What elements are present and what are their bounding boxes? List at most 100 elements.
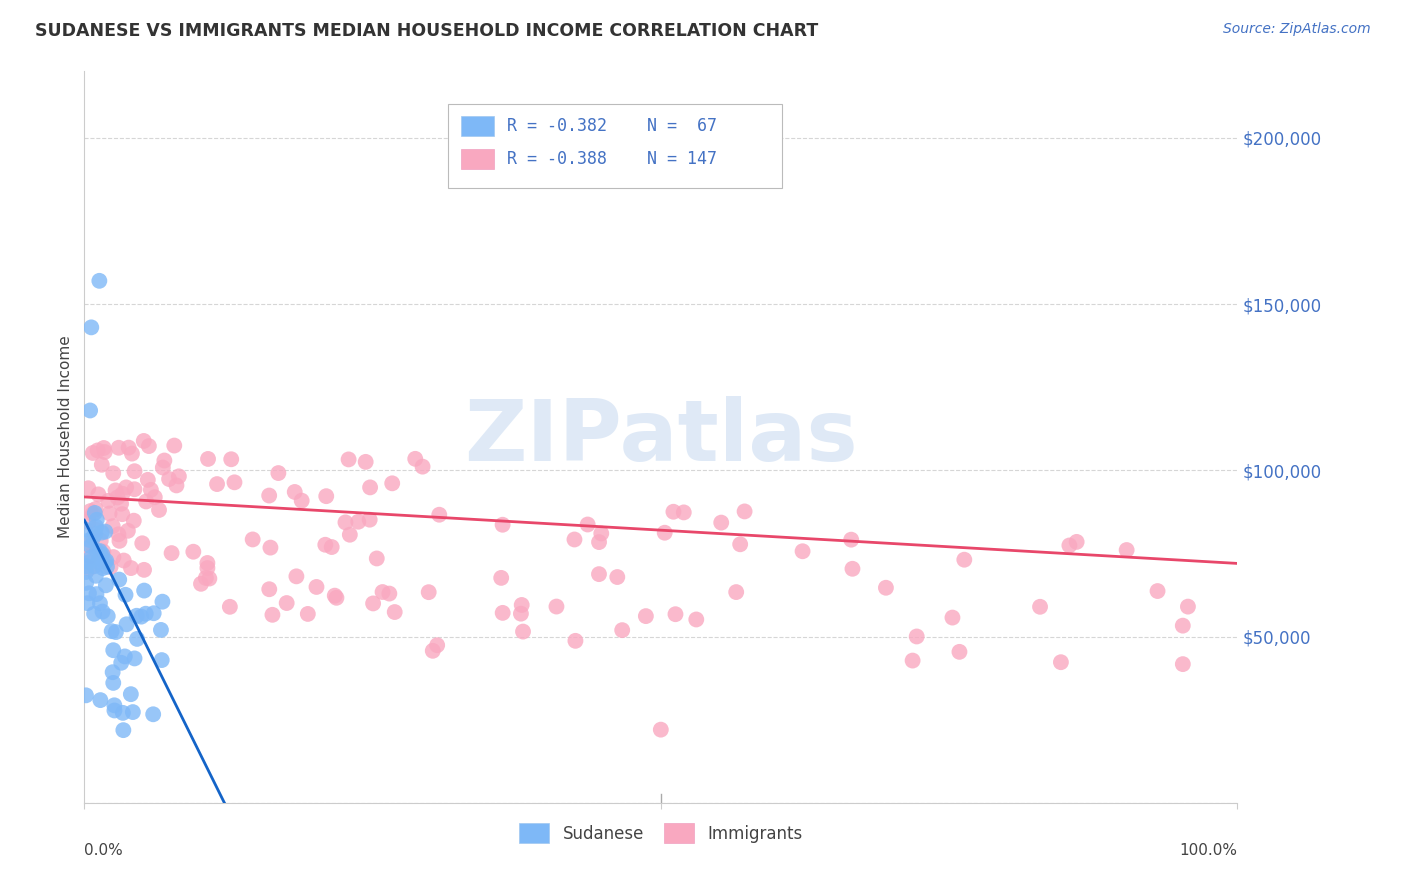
Point <box>634 609 657 624</box>
Point <box>323 589 346 603</box>
Point <box>152 460 174 475</box>
Text: 0.0%: 0.0% <box>84 843 124 858</box>
Point <box>89 274 111 288</box>
Point <box>86 443 108 458</box>
Point <box>100 624 122 639</box>
Point <box>110 497 132 511</box>
Text: Source: ZipAtlas.com: Source: ZipAtlas.com <box>1223 22 1371 37</box>
Point <box>1177 599 1199 614</box>
Point <box>103 698 125 713</box>
Point <box>564 533 586 547</box>
Point <box>114 588 136 602</box>
Point <box>491 517 513 532</box>
Point <box>129 609 152 624</box>
Point <box>654 525 676 540</box>
Point <box>152 595 174 609</box>
Point <box>1029 599 1052 614</box>
Point <box>841 562 863 576</box>
Point <box>426 638 449 652</box>
Text: ZIPatlas: ZIPatlas <box>464 395 858 479</box>
Point <box>83 607 105 621</box>
Point <box>138 439 160 453</box>
Point <box>685 612 707 626</box>
Point <box>259 541 281 555</box>
Point <box>139 483 162 497</box>
Point <box>98 507 121 521</box>
Point <box>84 527 107 541</box>
Point <box>314 538 336 552</box>
Point <box>512 624 534 639</box>
Point <box>91 547 114 561</box>
Point <box>509 607 531 621</box>
Point <box>339 527 361 541</box>
Point <box>662 505 685 519</box>
Point <box>1146 584 1168 599</box>
Point <box>94 578 117 592</box>
Point <box>366 551 388 566</box>
Point <box>276 596 298 610</box>
Point <box>157 472 180 486</box>
Point <box>96 559 118 574</box>
Point <box>77 481 100 495</box>
Point <box>839 533 862 547</box>
Text: SUDANESE VS IMMIGRANTS MEDIAN HOUSEHOLD INCOME CORRELATION CHART: SUDANESE VS IMMIGRANTS MEDIAN HOUSEHOLD … <box>35 22 818 40</box>
Point <box>132 563 155 577</box>
Point <box>242 533 264 547</box>
Point <box>76 596 98 610</box>
Point <box>588 535 610 549</box>
Point <box>107 441 129 455</box>
Point <box>77 561 100 575</box>
Point <box>86 587 108 601</box>
Point <box>564 633 586 648</box>
Point <box>111 706 134 720</box>
Point <box>104 625 127 640</box>
Point <box>163 439 186 453</box>
Point <box>115 617 138 632</box>
Point <box>94 555 117 569</box>
Point <box>404 451 426 466</box>
Point <box>124 482 146 496</box>
Point <box>110 656 132 670</box>
Point <box>96 554 118 568</box>
Point <box>359 480 381 494</box>
Point <box>124 651 146 665</box>
Point <box>90 549 112 563</box>
Point <box>73 522 96 536</box>
Point <box>90 458 112 472</box>
Point <box>953 552 976 566</box>
Point <box>79 533 101 547</box>
Point <box>728 537 751 551</box>
Point <box>948 645 970 659</box>
Point <box>112 553 135 567</box>
Point <box>1050 655 1073 669</box>
Point <box>132 434 155 448</box>
Point <box>262 607 284 622</box>
Point <box>108 533 131 548</box>
Point <box>104 483 127 498</box>
Point <box>606 570 628 584</box>
Point <box>117 524 139 538</box>
Point <box>142 707 165 722</box>
Point <box>422 644 444 658</box>
Point <box>134 583 156 598</box>
Point <box>84 523 107 537</box>
Point <box>335 516 357 530</box>
Point <box>114 649 136 664</box>
Point <box>89 596 111 610</box>
Point <box>91 544 114 558</box>
Text: R = -0.382    N =  67: R = -0.382 N = 67 <box>508 117 717 136</box>
Point <box>190 576 212 591</box>
Point <box>297 607 319 621</box>
Point <box>205 477 228 491</box>
Point <box>321 540 343 554</box>
Point <box>285 569 308 583</box>
Point <box>384 605 406 619</box>
Point <box>103 676 125 690</box>
Point <box>107 527 129 541</box>
Point <box>77 555 100 569</box>
Point <box>875 581 897 595</box>
Point <box>84 502 107 516</box>
Point <box>90 533 112 548</box>
Point <box>1115 543 1137 558</box>
Point <box>143 490 166 504</box>
